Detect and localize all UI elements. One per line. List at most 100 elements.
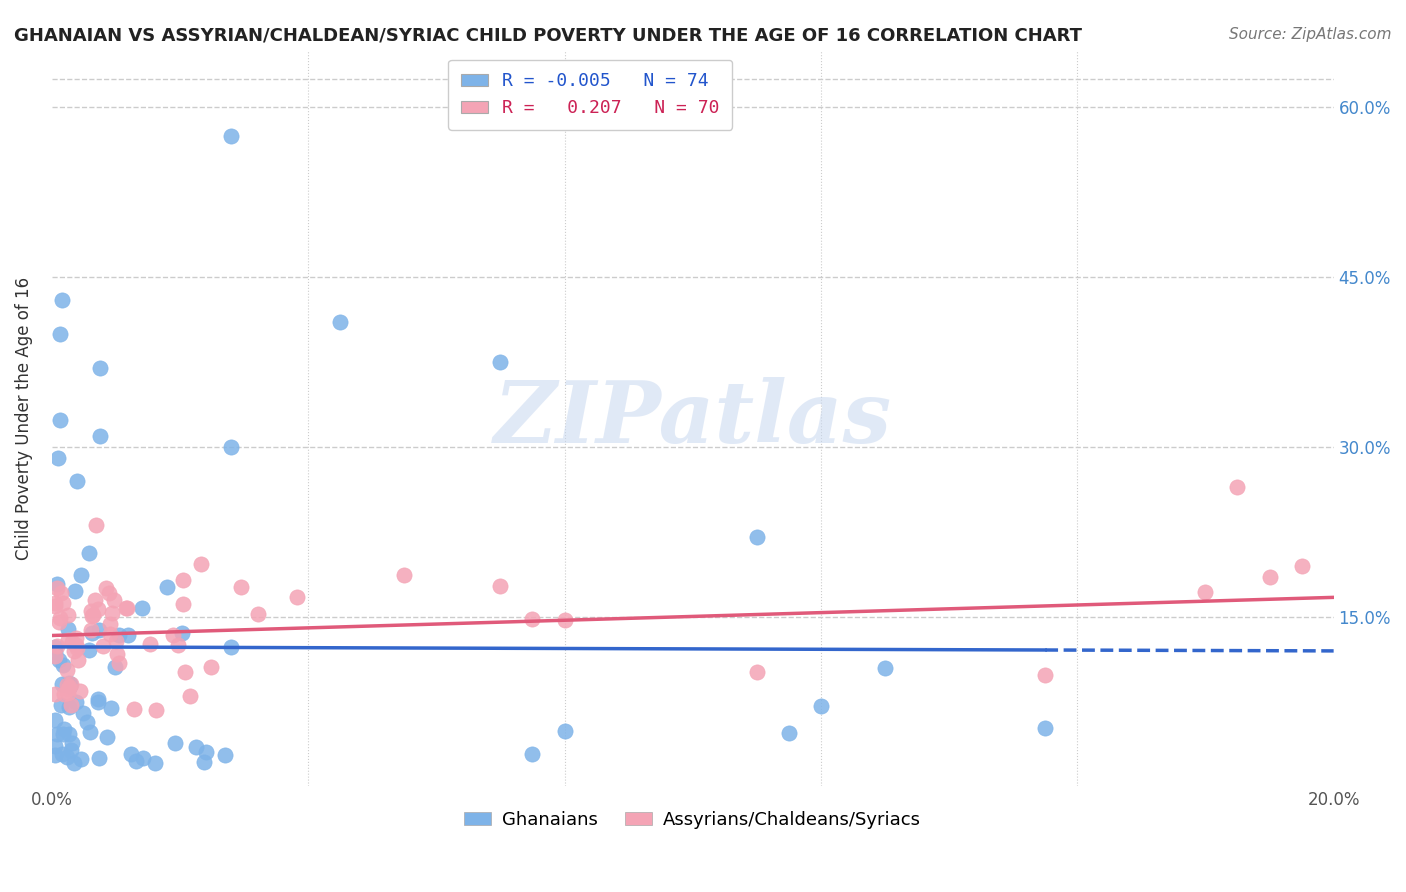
Point: [553, 724, 575, 739]
Point: [132, 750, 155, 764]
Point: [219, 440, 242, 454]
Point: [91, 640, 114, 654]
Point: [46, 581, 69, 595]
Point: [190, 558, 212, 572]
Point: [65, 695, 87, 709]
Point: [49, 611, 72, 625]
Point: [52, 726, 75, 740]
Point: [48, 653, 70, 667]
Point: [59, 676, 82, 690]
Point: [44, 596, 66, 610]
Point: [522, 747, 544, 761]
Point: [87, 602, 110, 616]
Point: [51, 698, 73, 713]
Point: [1194, 585, 1216, 599]
Legend: Ghanaians, Assyrians/Chaldeans/Syriacs: Ghanaians, Assyrians/Chaldeans/Syriacs: [457, 804, 928, 837]
Point: [48, 615, 70, 629]
Point: [873, 660, 896, 674]
Point: [103, 593, 125, 607]
Point: [80, 603, 103, 617]
Text: Source: ZipAtlas.com: Source: ZipAtlas.com: [1229, 27, 1392, 42]
Point: [553, 613, 575, 627]
Point: [108, 656, 131, 670]
Point: [52, 596, 75, 610]
Point: [58, 680, 80, 694]
Point: [810, 698, 832, 713]
Point: [166, 638, 188, 652]
Point: [58, 632, 80, 647]
Point: [53, 722, 76, 736]
Point: [70, 568, 93, 582]
Point: [115, 600, 138, 615]
Text: GHANAIAN VS ASSYRIAN/CHALDEAN/SYRIAC CHILD POVERTY UNDER THE AGE OF 16 CORRELATI: GHANAIAN VS ASSYRIAN/CHALDEAN/SYRIAC CHI…: [14, 27, 1083, 45]
Point: [67, 653, 90, 667]
Point: [172, 626, 194, 640]
Point: [214, 747, 236, 762]
Point: [117, 628, 139, 642]
Point: [79, 725, 101, 739]
Point: [1258, 570, 1281, 584]
Point: [489, 355, 512, 369]
Point: [82, 626, 104, 640]
Point: [98, 616, 121, 631]
Point: [285, 591, 308, 605]
Point: [59, 743, 82, 757]
Point: [65, 631, 87, 645]
Point: [115, 600, 138, 615]
Point: [1226, 479, 1249, 493]
Point: [143, 756, 166, 771]
Point: [94, 581, 117, 595]
Point: [87, 695, 110, 709]
Point: [219, 128, 242, 143]
Point: [55, 664, 77, 678]
Point: [229, 580, 252, 594]
Point: [60, 635, 83, 649]
Point: [48, 451, 70, 466]
Point: [56, 608, 79, 623]
Point: [49, 413, 72, 427]
Point: [58, 700, 80, 714]
Point: [84, 593, 107, 607]
Text: ZIPatlas: ZIPatlas: [494, 376, 891, 460]
Point: [745, 665, 768, 679]
Point: [72, 706, 94, 721]
Point: [51, 677, 73, 691]
Point: [77, 643, 100, 657]
Point: [63, 756, 86, 771]
Point: [52, 657, 75, 672]
Point: [489, 579, 512, 593]
Point: [46, 639, 69, 653]
Point: [44, 649, 66, 664]
Point: [44, 739, 66, 754]
Point: [98, 627, 121, 641]
Point: [131, 600, 153, 615]
Point: [65, 639, 87, 653]
Point: [104, 659, 127, 673]
Point: [162, 628, 184, 642]
Point: [44, 640, 66, 654]
Point: [56, 750, 79, 764]
Point: [125, 754, 148, 768]
Point: [172, 597, 194, 611]
Point: [200, 660, 222, 674]
Point: [87, 623, 110, 637]
Point: [89, 360, 111, 375]
Point: [51, 293, 73, 307]
Point: [105, 647, 128, 661]
Y-axis label: Child Poverty Under the Age of 16: Child Poverty Under the Age of 16: [15, 277, 32, 560]
Point: [56, 686, 79, 700]
Point: [1033, 667, 1056, 681]
Point: [246, 607, 269, 621]
Point: [44, 599, 66, 614]
Point: [60, 736, 83, 750]
Point: [193, 755, 215, 769]
Point: [87, 691, 110, 706]
Point: [69, 751, 91, 765]
Point: [108, 628, 131, 642]
Point: [82, 608, 104, 623]
Point: [56, 678, 79, 692]
Point: [69, 684, 91, 698]
Point: [184, 740, 207, 755]
Point: [329, 315, 352, 329]
Point: [522, 612, 544, 626]
